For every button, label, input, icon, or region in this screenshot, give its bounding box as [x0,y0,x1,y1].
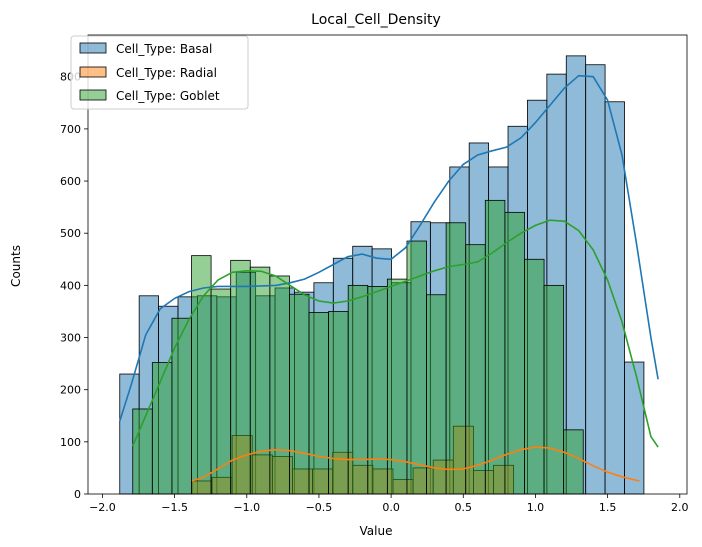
histogram-bar [465,244,486,495]
x-tick-label: 2.0 [671,501,689,514]
histogram-bar [249,266,271,495]
histogram-bar [604,101,625,495]
legend-frame [70,35,249,110]
x-tick-label: −0.5 [306,501,333,514]
x-axis: −2.0 −1.5 −1.0 −0.5 0.0 0.5 1.0 1.5 2.0 [89,494,689,514]
histogram-bar [563,429,584,495]
legend: Cell_Type: Basal Cell_Type: Radial Cell_… [70,35,249,110]
histogram-bar [367,286,388,495]
axes-frame [87,34,688,495]
x-tick-label: −2.0 [89,501,116,514]
x-tick-label: 0.5 [455,501,473,514]
x-tick-label: 0.0 [382,501,400,514]
legend-swatch-radial [79,66,107,78]
legend-swatch-basal [79,42,107,54]
x-tick-label: 1.5 [599,501,617,514]
histogram-bar [624,361,645,495]
y-tick-label: 600 [60,175,81,188]
y-tick-label: 200 [60,384,81,397]
legend-label-basal: Cell_Type: Basal [116,42,212,56]
plot-area [87,34,688,495]
kde-line-basal [119,74,659,422]
histogram-bar [151,362,173,495]
histogram-bar [524,258,545,495]
x-axis-label: Value [360,524,393,538]
legend-label-radial: Cell_Type: Radial [116,66,217,80]
histogram-bar [289,293,310,495]
histogram-bar [585,64,606,495]
kde-line-goblet [131,219,659,448]
y-axis-label: Counts [9,245,23,287]
x-tick-label: 1.0 [527,501,545,514]
histogram-bar [347,284,369,495]
y-tick-label: 100 [60,436,81,449]
kde-line-radial [191,446,640,482]
histogram-bar [171,317,192,495]
histogram-bar [543,284,565,495]
y-tick-label: 400 [60,279,81,292]
y-tick-label: 700 [60,123,81,136]
histogram-bar [328,311,349,495]
histogram-bar [445,222,467,495]
histogram-bar [565,55,587,495]
kde-layer [119,74,659,482]
chart-title: Local_Cell_Density [311,12,441,28]
legend-label-goblet: Cell_Type: Goblet [116,89,220,103]
legend-swatch-goblet [79,89,107,101]
y-tick-label: 0 [74,488,81,501]
y-tick-label: 500 [60,227,81,240]
x-tick-label: −1.5 [161,501,188,514]
histogram-bar [308,312,330,495]
histogram-bar [269,275,290,495]
y-tick-label: 300 [60,332,81,345]
x-tick-label: −1.0 [233,501,260,514]
histogram-bar [426,294,447,495]
histogram-bar [484,199,506,495]
